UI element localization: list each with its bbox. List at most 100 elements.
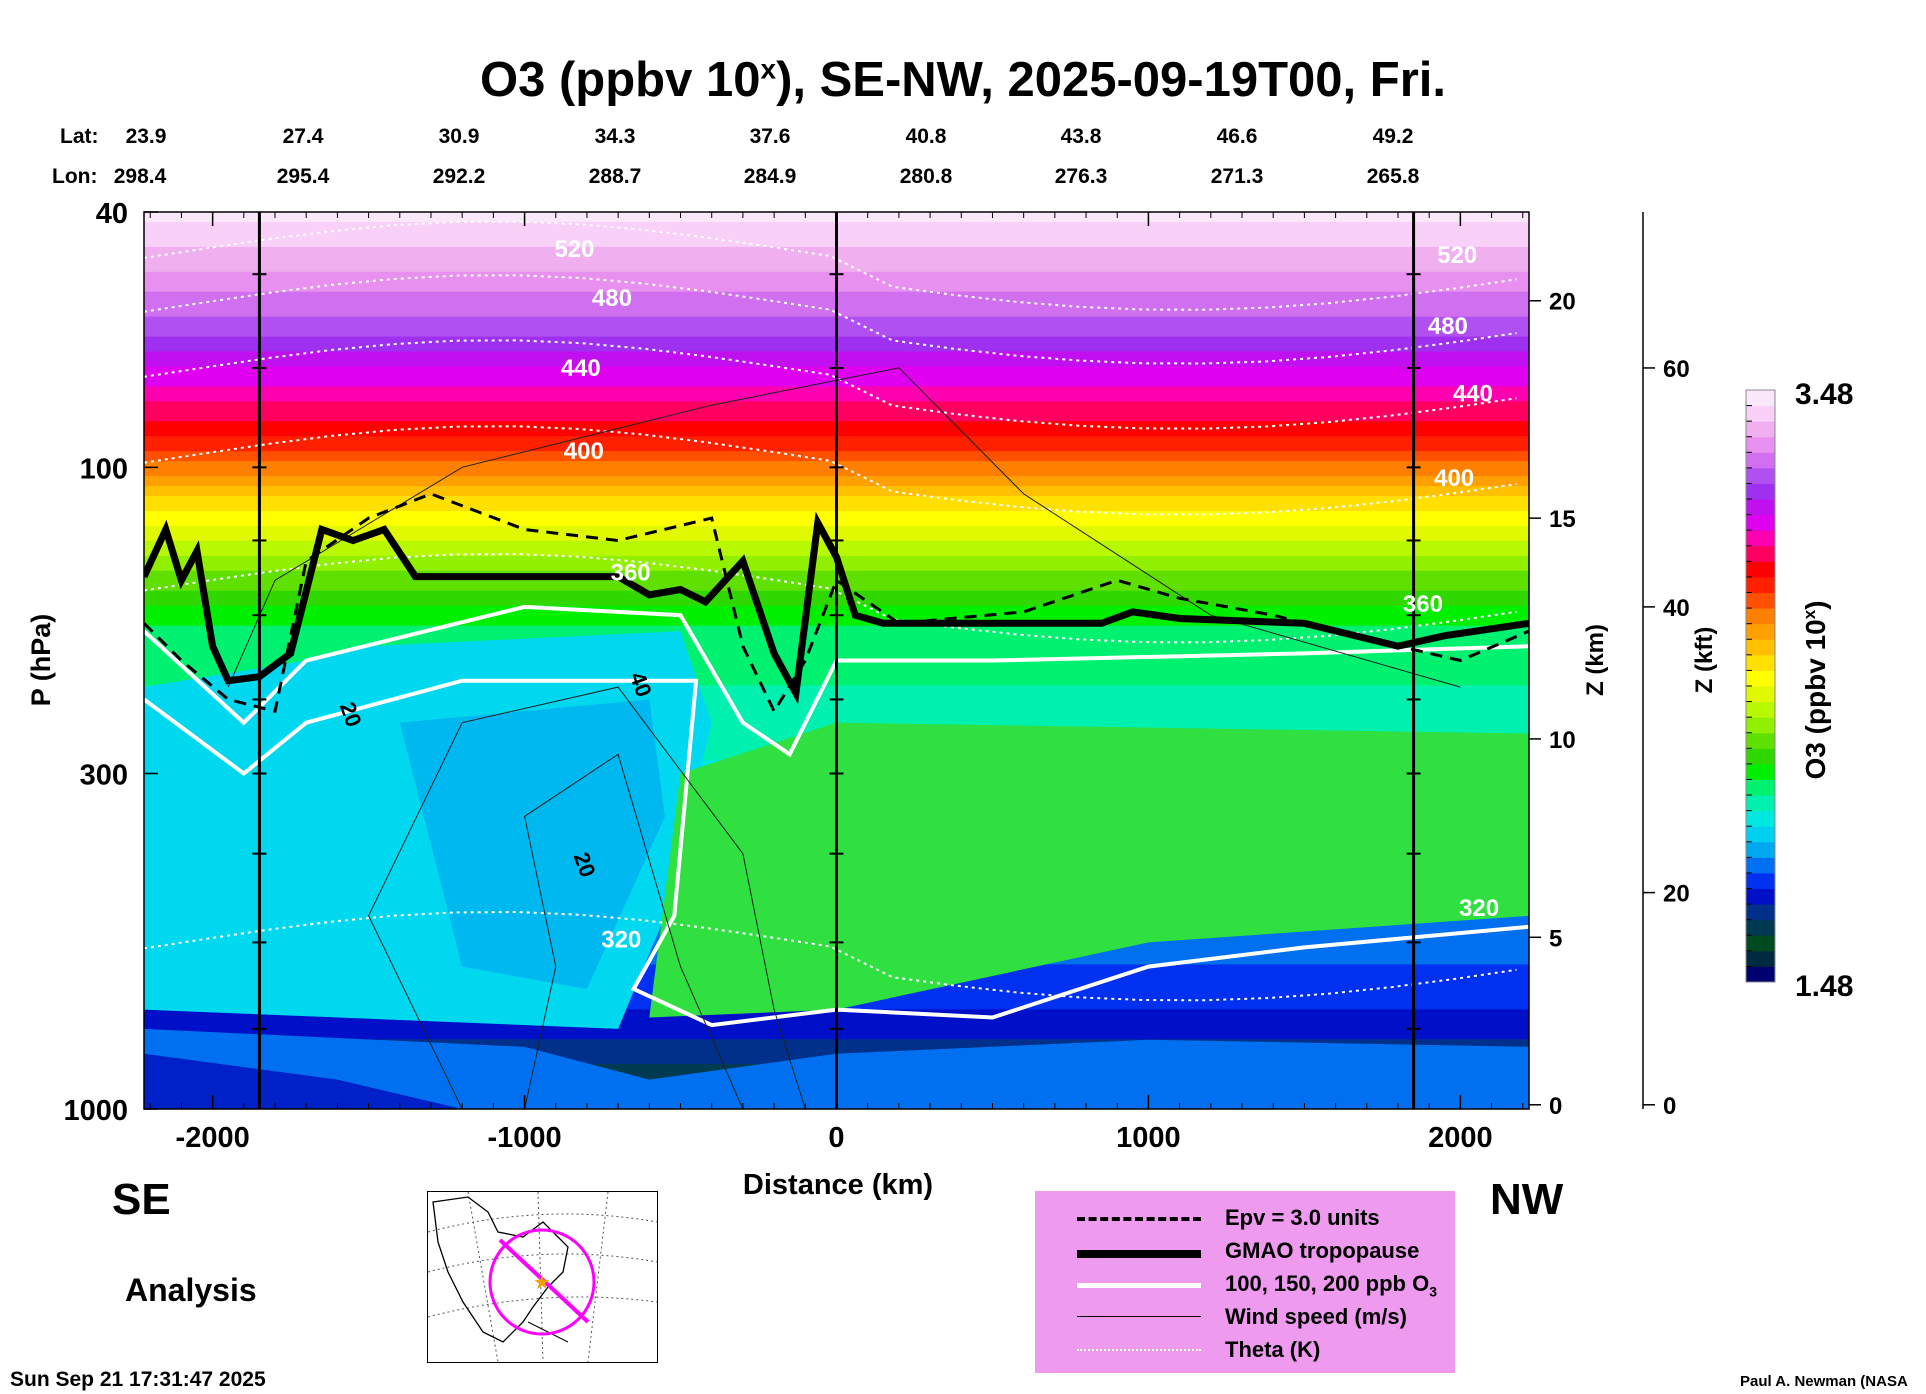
colorbar-swatch	[1746, 717, 1775, 734]
theta-contour	[144, 220, 1517, 311]
legend-label-text: 100, 150, 200 ppb O	[1225, 1271, 1430, 1296]
x-tick-label: 1000	[1116, 1122, 1181, 1154]
axes: -2000 -1000 0 1000 2000 40 100 300 1000 20 15 10 5 0 6…	[63, 198, 1689, 1154]
legend-label: 100, 150, 200 ppb O3	[1225, 1271, 1437, 1299]
colorbar-label-sup: x	[1800, 609, 1819, 619]
theta-contour	[144, 910, 1517, 1002]
colorbar-swatch	[1746, 935, 1775, 952]
latitude-value: 34.3	[594, 125, 636, 148]
longitude-value: 276.3	[1054, 165, 1108, 188]
zkft-tick-label: 60	[1663, 356, 1690, 383]
legend-item: 100, 150, 200 ppb O3	[1035, 1269, 1455, 1301]
colorbar-swatch	[1746, 483, 1775, 500]
green-midlevel-region	[649, 722, 1529, 1018]
colorbar-swatch	[1746, 514, 1775, 531]
theta-label: 360	[611, 559, 651, 586]
ozone-contour	[144, 604, 1529, 758]
colorbar-swatch	[1746, 857, 1775, 874]
domain-circle	[488, 1228, 596, 1336]
title-superscript: x	[760, 53, 777, 85]
colorbar-swatch	[1746, 654, 1775, 671]
theta-contour	[144, 339, 1517, 430]
section-path	[498, 1238, 590, 1324]
legend-item: GMAO tropopause	[1035, 1236, 1455, 1268]
wind-speed-contour	[227, 367, 1461, 688]
epv-line	[144, 492, 1529, 715]
analysis-label: Analysis	[125, 1272, 257, 1308]
legend-label: Epv = 3.0 units	[1225, 1205, 1380, 1231]
colorbar-swatch	[1746, 623, 1775, 640]
colorbar-label-main: O3 (ppbv 10	[1800, 619, 1831, 779]
longitude-value: 284.9	[743, 165, 797, 188]
colorbar-swatch	[1746, 608, 1775, 625]
colorbar-swatch	[1746, 701, 1775, 718]
colorbar-swatch	[1746, 670, 1775, 687]
legend-line-sample	[1077, 1250, 1201, 1258]
theta-label: 480	[1428, 313, 1468, 340]
zkft-tick-label: 0	[1663, 1093, 1676, 1120]
latitude-value: 23.9	[125, 125, 167, 148]
y-tick-label: 300	[80, 759, 128, 791]
colorbar-swatch	[1746, 686, 1775, 703]
colorbar-swatch	[1746, 545, 1775, 562]
latitude-value: 43.8	[1060, 125, 1102, 148]
theta-contour	[144, 274, 1517, 365]
colorbar-swatch	[1746, 950, 1775, 967]
caribbean-coastline	[527, 1321, 569, 1343]
north-america-coastline	[432, 1196, 569, 1343]
author-credit: Paul A. Newman (NASA	[1740, 1373, 1908, 1390]
x-tick-label: 0	[828, 1122, 844, 1154]
legend-label-text: GMAO tropopause	[1225, 1238, 1420, 1263]
colorbar-frame	[1745, 389, 1776, 983]
chart-title: O3 (ppbv 10x), SE-NW, 2025-09-19T00, Fri…	[0, 52, 1926, 108]
latitude-value: 40.8	[905, 125, 947, 148]
timestamp: Sun Sep 21 17:31:47 2025	[10, 1368, 266, 1391]
x-tick-label: -1000	[487, 1122, 561, 1154]
colorbar-swatch	[1746, 904, 1775, 921]
zkm-tick-label: 0	[1549, 1093, 1562, 1120]
zkm-tick-label: 15	[1549, 506, 1576, 533]
colorbar-swatch	[1746, 779, 1775, 796]
colorbar-swatch	[1746, 592, 1775, 609]
y-tick-label: 40	[96, 198, 128, 230]
colorbar-swatch	[1746, 732, 1775, 749]
map-graphic: ★	[427, 1191, 658, 1363]
legend-label-text: Epv = 3.0 units	[1225, 1205, 1380, 1230]
latitude-value: 30.9	[438, 125, 480, 148]
colorbar-swatch	[1746, 576, 1775, 594]
colorbar-swatch	[1746, 530, 1775, 547]
center-star-icon: ★	[533, 1272, 551, 1294]
zkft-tick-label: 40	[1663, 595, 1690, 622]
longitude-value: 280.8	[899, 165, 953, 188]
x-tick-label: 2000	[1428, 1122, 1493, 1154]
legend-box: Epv = 3.0 units GMAO tropopause 100, 150, …	[1035, 1191, 1455, 1373]
colorbar-swatch	[1746, 841, 1775, 858]
colorbar-swatch	[1746, 888, 1775, 905]
longitude-value: 292.2	[432, 165, 486, 188]
legend-line-sample	[1077, 1316, 1201, 1317]
theta-contour	[144, 425, 1517, 516]
theta-label: 320	[1459, 895, 1499, 922]
theta-label: 320	[601, 926, 641, 953]
theta-label: 480	[592, 285, 632, 312]
z-km-label: Z (km)	[1582, 624, 1609, 696]
colorbar-swatch	[1746, 452, 1775, 469]
latitude-value: 27.4	[282, 125, 324, 148]
colorbar-swatch	[1746, 795, 1775, 812]
zkm-tick-label: 10	[1549, 727, 1576, 754]
zkft-tick-label: 20	[1663, 881, 1690, 908]
colorbar-min-label: 1.48	[1795, 970, 1853, 1003]
latitude-value: 46.6	[1216, 125, 1258, 148]
colorbar-swatch	[1746, 499, 1775, 516]
theta-label: 400	[564, 438, 604, 465]
zkm-tick-label: 5	[1549, 925, 1562, 952]
x-tick-label: -2000	[176, 1122, 250, 1154]
legend-item: Wind speed (m/s)	[1035, 1302, 1455, 1334]
legend-item: Epv = 3.0 units	[1035, 1203, 1455, 1235]
longitude-value: 298.4	[113, 165, 167, 188]
direction-nw: NW	[1490, 1175, 1564, 1224]
zkm-tick-label: 20	[1549, 289, 1576, 316]
wind-speed-contour	[368, 686, 806, 1109]
legend-line-sample	[1077, 1349, 1201, 1351]
colorbar-swatch	[1746, 826, 1775, 843]
